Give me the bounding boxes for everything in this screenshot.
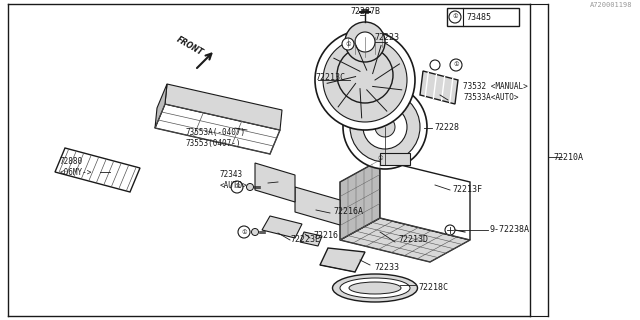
Text: 73485: 73485	[466, 12, 491, 21]
Circle shape	[231, 181, 243, 193]
Text: ①: ①	[234, 185, 240, 189]
Text: 72287B: 72287B	[350, 7, 380, 17]
Text: 72213F: 72213F	[452, 186, 482, 195]
Circle shape	[450, 59, 462, 71]
Polygon shape	[380, 160, 470, 240]
Circle shape	[430, 60, 440, 70]
Circle shape	[374, 152, 386, 164]
Text: 72223: 72223	[374, 34, 399, 43]
Text: 72216A: 72216A	[333, 207, 363, 217]
Text: ①: ①	[241, 229, 247, 235]
Circle shape	[345, 22, 385, 62]
Polygon shape	[155, 84, 167, 128]
Text: FRONT: FRONT	[175, 35, 205, 57]
Circle shape	[357, 72, 373, 88]
Circle shape	[252, 228, 259, 236]
Text: 72223E: 72223E	[290, 236, 320, 244]
Circle shape	[238, 226, 250, 238]
Text: 72233: 72233	[374, 262, 399, 271]
Circle shape	[445, 225, 455, 235]
Circle shape	[342, 38, 354, 50]
Circle shape	[449, 11, 461, 23]
Text: 72228: 72228	[434, 124, 459, 132]
Polygon shape	[340, 218, 470, 262]
Circle shape	[337, 47, 393, 103]
Text: ①: ①	[453, 62, 459, 68]
Text: 72213C: 72213C	[315, 73, 345, 82]
Text: 9-72238A: 9-72238A	[490, 226, 530, 235]
Text: 72213D: 72213D	[398, 236, 428, 244]
Text: 72216: 72216	[313, 231, 338, 241]
Circle shape	[375, 117, 395, 137]
Polygon shape	[262, 216, 302, 238]
Circle shape	[315, 30, 415, 130]
Bar	[380, 153, 410, 165]
Circle shape	[363, 105, 407, 149]
Circle shape	[323, 38, 407, 122]
Text: A720001198: A720001198	[590, 2, 632, 8]
Polygon shape	[420, 71, 458, 104]
Text: 73553A(-0407)
73553(0407-): 73553A(-0407) 73553(0407-)	[185, 128, 245, 148]
Text: 73532 <MANUAL>
73533A<AUTO>: 73532 <MANUAL> 73533A<AUTO>	[463, 82, 528, 102]
Text: 72343
<AUTO>: 72343 <AUTO>	[220, 170, 248, 190]
Text: 72880
<06MY->: 72880 <06MY->	[60, 157, 92, 177]
Polygon shape	[155, 104, 280, 154]
Circle shape	[350, 92, 420, 162]
Circle shape	[246, 183, 253, 190]
Text: ①: ①	[345, 42, 351, 46]
Ellipse shape	[340, 278, 410, 298]
Polygon shape	[165, 84, 282, 130]
Polygon shape	[55, 148, 140, 192]
Polygon shape	[340, 160, 380, 240]
Polygon shape	[295, 187, 340, 225]
Bar	[447, 8, 519, 26]
Ellipse shape	[349, 282, 401, 294]
Text: ①: ①	[377, 156, 383, 161]
Text: ①: ①	[452, 14, 458, 20]
Ellipse shape	[333, 274, 417, 302]
Text: 72218C: 72218C	[418, 283, 448, 292]
Polygon shape	[300, 232, 322, 246]
Circle shape	[343, 85, 427, 169]
Text: 72210A: 72210A	[553, 153, 583, 162]
Polygon shape	[320, 248, 365, 272]
Circle shape	[355, 32, 375, 52]
Polygon shape	[255, 163, 295, 202]
